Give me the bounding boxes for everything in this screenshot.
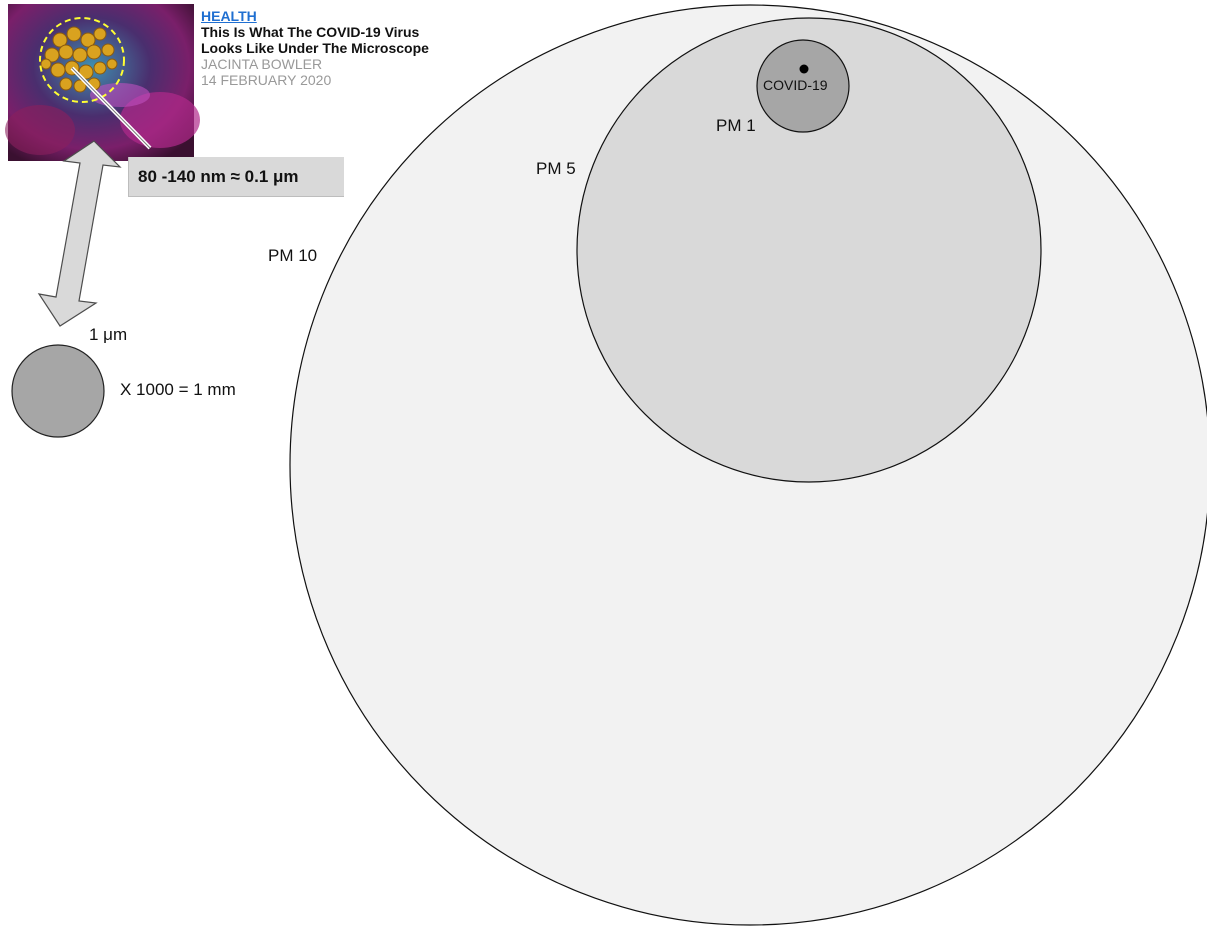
scale-factor-label: X 1000 = 1 mm (120, 380, 236, 399)
virus-size-label: 80 -140 nm ≈ 0.1 μm (128, 157, 344, 197)
article-category-link[interactable]: HEALTH (201, 8, 257, 24)
article-date: 14 FEBRUARY 2020 (201, 72, 332, 88)
scale-arrow (37, 140, 122, 327)
virus-micrograph-image[interactable] (5, 4, 200, 161)
pm5-label: PM 5 (536, 159, 576, 178)
one-micron-circle (11, 344, 105, 438)
pm1-circle (756, 39, 850, 133)
pm1-label: PM 1 (716, 116, 756, 135)
article-card: HEALTH This Is What The COVID-19 Virus L… (201, 8, 511, 88)
covid-particle-dot (799, 64, 809, 74)
article-title-line-1[interactable]: This Is What The COVID-19 Virus (201, 24, 420, 40)
pm5-circle (576, 17, 1042, 483)
article-author: JACINTA BOWLER (201, 56, 323, 72)
article-title-line-2[interactable]: Looks Like Under The Microscope (201, 40, 429, 56)
covid-label: COVID-19 (763, 77, 828, 93)
pm10-label: PM 10 (268, 246, 318, 265)
one-micron-label: 1 μm (89, 325, 128, 344)
